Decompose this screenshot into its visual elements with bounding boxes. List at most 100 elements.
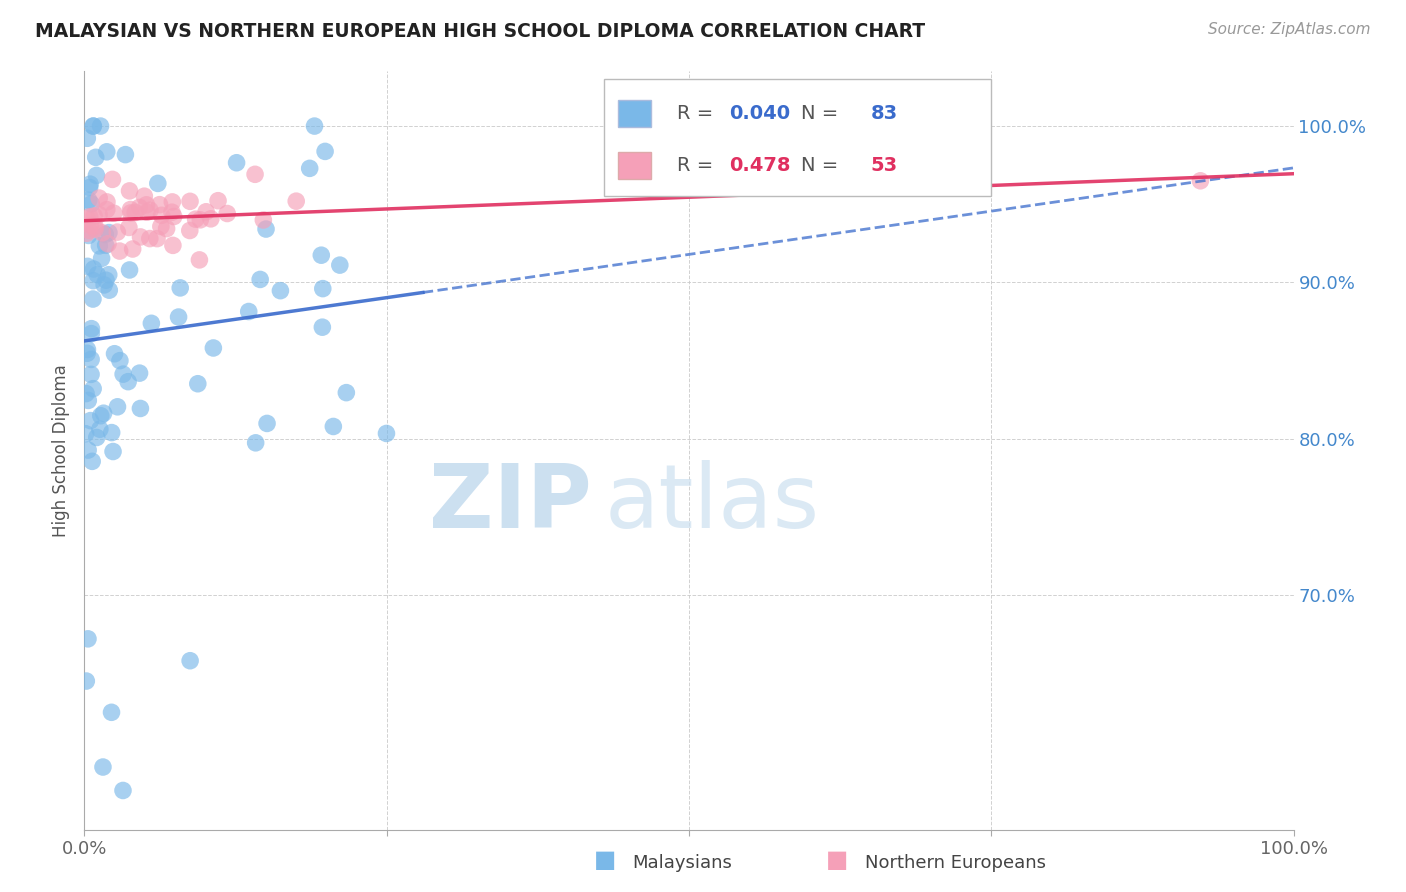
Point xyxy=(86,430,108,444)
Point xyxy=(96,145,118,159)
Point xyxy=(97,268,120,282)
Point xyxy=(80,352,103,367)
Point xyxy=(139,231,162,245)
Point xyxy=(129,401,152,416)
Point xyxy=(155,221,177,235)
Point xyxy=(238,304,260,318)
Point xyxy=(82,119,104,133)
Point xyxy=(188,212,211,227)
Point xyxy=(91,226,114,240)
Point xyxy=(118,220,141,235)
Point xyxy=(101,172,124,186)
Point xyxy=(200,211,222,226)
Point xyxy=(304,119,326,133)
Text: ■: ■ xyxy=(825,848,848,872)
Point xyxy=(76,212,98,227)
Point xyxy=(79,180,101,194)
Point xyxy=(79,210,101,224)
Point xyxy=(129,230,152,244)
Point xyxy=(146,232,169,246)
Text: R =: R = xyxy=(676,156,720,175)
Point xyxy=(254,222,277,236)
Point xyxy=(335,385,357,400)
Point xyxy=(76,227,98,241)
Text: Source: ZipAtlas.com: Source: ZipAtlas.com xyxy=(1208,22,1371,37)
Point xyxy=(79,219,101,233)
Point xyxy=(89,191,111,205)
Point xyxy=(179,194,201,209)
Point xyxy=(84,219,107,234)
Point xyxy=(75,386,97,401)
FancyBboxPatch shape xyxy=(617,100,651,128)
Point xyxy=(135,198,157,212)
Point xyxy=(128,201,150,215)
Point xyxy=(111,783,134,797)
Point xyxy=(117,375,139,389)
Point xyxy=(162,238,184,252)
Point xyxy=(120,202,142,217)
Point xyxy=(245,435,267,450)
Point xyxy=(108,244,131,258)
Point xyxy=(91,760,114,774)
Text: 83: 83 xyxy=(870,104,897,123)
Point xyxy=(103,206,125,220)
Point xyxy=(252,213,274,227)
Point xyxy=(80,326,103,341)
Point xyxy=(90,119,112,133)
Point xyxy=(77,393,100,408)
Point xyxy=(375,426,398,441)
Point xyxy=(112,367,135,381)
Point xyxy=(80,197,103,211)
Point xyxy=(217,206,239,220)
Point xyxy=(121,242,143,256)
Point xyxy=(1189,174,1212,188)
Point xyxy=(77,228,100,243)
Point xyxy=(195,204,218,219)
Point xyxy=(76,131,98,145)
Point xyxy=(98,283,121,297)
Point xyxy=(83,209,105,223)
Point xyxy=(100,706,122,720)
Point xyxy=(82,382,104,396)
Point xyxy=(150,208,173,222)
Point xyxy=(329,258,352,272)
Point xyxy=(76,346,98,360)
Point xyxy=(96,194,118,209)
Point xyxy=(90,252,112,266)
Point xyxy=(298,161,321,176)
Point xyxy=(89,239,111,253)
Point xyxy=(314,145,336,159)
Point xyxy=(118,263,141,277)
Point xyxy=(79,414,101,428)
Point xyxy=(93,406,115,420)
Point xyxy=(120,206,142,220)
Point xyxy=(80,321,103,335)
Point xyxy=(311,248,333,262)
Point xyxy=(163,210,186,224)
Point xyxy=(285,194,308,209)
Point xyxy=(256,417,278,431)
Point xyxy=(80,368,103,382)
Point xyxy=(79,177,101,191)
Text: 53: 53 xyxy=(870,156,897,175)
Point xyxy=(107,400,129,414)
FancyBboxPatch shape xyxy=(617,152,651,178)
Point xyxy=(98,226,121,240)
Text: 0.040: 0.040 xyxy=(728,104,790,123)
Point xyxy=(207,194,229,208)
Text: ZIP: ZIP xyxy=(429,460,592,547)
Point xyxy=(179,223,201,237)
Text: ■: ■ xyxy=(593,848,616,872)
Point xyxy=(139,203,162,218)
Point xyxy=(202,341,225,355)
Point xyxy=(149,197,172,211)
Point xyxy=(75,674,97,689)
Point xyxy=(162,194,184,209)
Point xyxy=(94,273,117,287)
Point xyxy=(84,150,107,164)
Point xyxy=(101,444,124,458)
Point xyxy=(82,454,104,468)
Text: N =: N = xyxy=(801,156,845,175)
Point xyxy=(169,281,191,295)
Point xyxy=(77,193,100,207)
